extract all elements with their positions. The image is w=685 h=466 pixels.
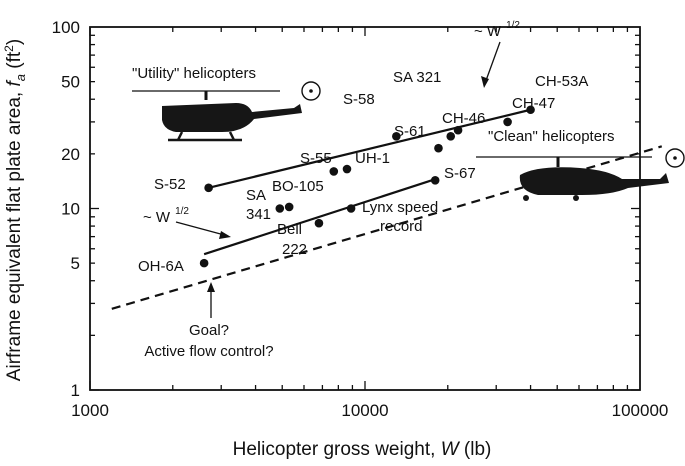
point-label-ch46: CH-46: [442, 110, 485, 127]
trend-lower-text: ~ W: [143, 209, 171, 226]
point-label-sa341-b: 341: [246, 206, 271, 223]
y-axis-label-unit-post: ): [4, 39, 25, 45]
x-axis-label-var: W: [441, 439, 461, 460]
point-label-bell-b: 222: [282, 241, 307, 258]
data-point-ch-47: [503, 117, 512, 127]
point-label-lynx-b: record: [380, 218, 423, 235]
data-point-sa-341: [275, 204, 285, 213]
y-axis-label-prefix: Airframe equivalent flat plate area,: [4, 87, 25, 382]
goal-label-line2: Active flow control?: [144, 343, 273, 360]
data-point-uh-1: [342, 164, 352, 174]
x-tick-label: 10000: [341, 401, 388, 420]
y-tick-label: 50: [61, 73, 80, 92]
point-label-sa341-a: SA: [246, 187, 266, 204]
utility-helicopter-icon: [132, 81, 321, 142]
x-tick-labels: 1000 10000 100000: [71, 401, 668, 420]
y-tick-label: 20: [61, 145, 80, 164]
y-axis-label-sub: a: [13, 74, 28, 81]
data-point-ch-46: [446, 131, 456, 141]
utility-helicopters-label: "Utility" helicopters: [132, 65, 256, 82]
x-axis-label-unit: (lb): [459, 439, 492, 460]
data-point-s-52: [204, 183, 213, 193]
trend-upper-exp: 1/2: [506, 20, 520, 31]
clean-helicopters-label: "Clean" helicopters: [488, 128, 615, 145]
y-axis-label: Airframe equivalent flat plate area, fa …: [2, 39, 28, 381]
point-label-s61: S-61: [394, 123, 426, 140]
data-point-bell-222: [314, 218, 324, 228]
x-axis-label-prefix: Helicopter gross weight,: [233, 439, 441, 460]
point-label-s67: S-67: [444, 165, 476, 182]
y-tick-label: 1: [71, 381, 80, 400]
trend-upper-annotation: ~ W 1/2: [474, 20, 520, 40]
data-point-bo-105: [284, 202, 294, 212]
y-axis-label-unit-exp: 2: [2, 45, 16, 52]
y-tick-labels: 1 5 10 20 50 100: [52, 18, 80, 400]
trend-upper-text: ~ W: [474, 23, 502, 40]
data-point-sa-321: [453, 125, 463, 135]
clean-helicopter-icon: [476, 148, 685, 201]
point-label-lynx-a: Lynx speed: [362, 199, 438, 216]
trend-lower-annotation: ~ W 1/2: [143, 206, 189, 226]
point-label-s58: S-58: [343, 91, 375, 108]
y-axis-label-var: f: [4, 80, 25, 87]
trend-line-clean: [203, 178, 436, 256]
data-point-oh-6a: [199, 258, 209, 268]
axes: [89, 26, 641, 391]
y-tick-label: 5: [71, 254, 80, 273]
point-label-ch53a: CH-53A: [535, 73, 588, 90]
data-point-lynx-speed-record: [346, 204, 356, 213]
data-point-s-55: [329, 167, 339, 176]
data-point-s-67: [430, 176, 440, 185]
trend-line-goal: [111, 145, 663, 310]
goal-arrowhead: [207, 282, 215, 292]
x-tick-label: 100000: [612, 401, 669, 420]
point-label-uh1: UH-1: [355, 150, 390, 167]
trend-lower-arrow: [175, 221, 229, 237]
point-label-sa321: SA 321: [393, 69, 441, 86]
data-point-ch-53a: [526, 105, 535, 115]
trend-lower-exp: 1/2: [175, 206, 189, 217]
point-label-s55: S-55: [300, 150, 332, 167]
y-axis-label-unit-pre: (ft: [4, 51, 25, 74]
point-label-s52: S-52: [154, 176, 186, 193]
point-label-bell-a: Bell: [277, 221, 302, 238]
data-points: [199, 105, 535, 268]
trend-lower-arrowhead: [219, 231, 231, 239]
trend-upper-arrowhead: [481, 76, 489, 88]
data-point-s-58: [392, 131, 401, 141]
point-label-oh6a: OH-6A: [138, 258, 184, 275]
x-axis-label: Helicopter gross weight, W (lb): [233, 439, 492, 460]
x-tick-label: 1000: [71, 401, 109, 420]
trend-line-utility: [208, 108, 531, 189]
data-point-s-61: [434, 143, 443, 153]
y-tick-label: 10: [61, 200, 80, 219]
y-tick-label: 100: [52, 18, 80, 37]
trend-lines: [111, 108, 663, 310]
point-label-bo105: BO-105: [272, 178, 324, 195]
goal-label-line1: Goal?: [189, 322, 229, 339]
point-label-ch47: CH-47: [512, 95, 555, 112]
